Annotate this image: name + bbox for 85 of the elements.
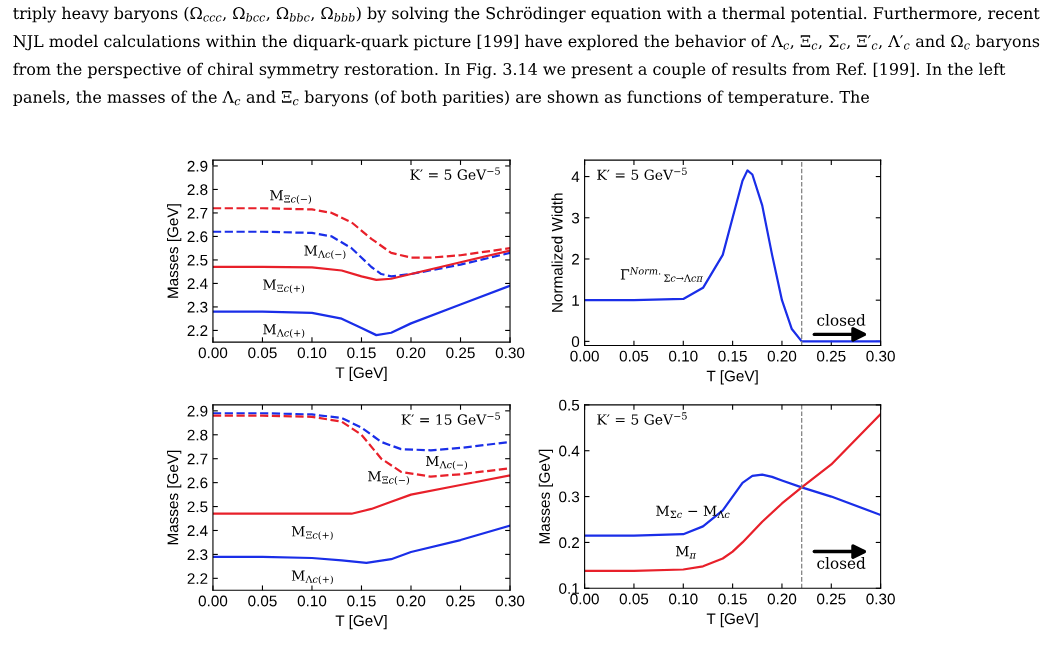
y-tick-label: 2.5	[187, 501, 208, 513]
x-axis-title: T [GeV]	[335, 614, 387, 630]
x-tick-label: 0.30	[495, 347, 525, 359]
y-tick-label: 2.7	[187, 453, 208, 465]
annotation: K′ = 5 GeV$^{−5}$	[597, 167, 687, 181]
y-tick-label: 4	[571, 171, 580, 183]
y-axis-title: Normalized Width	[551, 193, 563, 312]
y-tick-label: 0	[571, 336, 580, 348]
series-label: M$_{Λc(+)}$	[263, 324, 305, 338]
y-tick-label: 2.4	[187, 525, 208, 537]
y-tick-label: 2.8	[187, 184, 208, 196]
x-tick-label: 0.25	[446, 595, 475, 607]
y-tick-label: 2.7	[187, 207, 208, 219]
series-label: Γ$^{Norm.}$$_{Σc→Λcπ}$	[620, 267, 703, 282]
series-label: M$_{Λc(−)}$	[425, 455, 468, 470]
x-tick-label: 0.05	[619, 350, 649, 362]
line-series	[212, 230, 511, 278]
x-tick-label: 0.20	[767, 593, 797, 605]
x-tick-label: 0.20	[396, 347, 426, 359]
x-tick-label: 0.20	[396, 595, 426, 607]
series-label: M$_{Σc}$ − M$_{Λc}$	[656, 505, 730, 519]
x-tick-label: 0.15	[347, 347, 376, 359]
x-axis-title: T [GeV]	[706, 370, 758, 385]
x-tick-label: 0.10	[297, 595, 327, 607]
series-label: M$_{Ξc(+)}$	[263, 279, 305, 294]
x-tick-label: 0.15	[347, 595, 376, 607]
x-tick-label: 0.30	[495, 595, 525, 607]
x-tick-label: 0.00	[198, 595, 228, 607]
y-tick-label: 0.2	[559, 537, 579, 549]
text: triply heavy baryons (Ω$_{ccc}$, Ω$_{bcc}$, Ω$_{bbc}$, Ω$_{bbb}$) by solving the Schrödinger equation with a thermal potential. Furthermore, recent NJL model calculations within the diquark-quark picture [199] have explored the behavior of Λ$_{c}$, Ξ$_{c}$, Σ$_{c}$, Ξ′$_{c}$, Λ′$_{c}$ and Ω$_{c}$ baryons from the perspective of chiral symmetry restoration. In Fig. 3.14 we present a couple of results from Ref. [199]. In the left panels, the masses of the Λ$_{c}$ and Ξ$_{c}$ baryons (of both parities) are shown as functions of temperature. The	[13, 6, 1040, 107]
y-tick-label: 2.2	[187, 325, 208, 336]
x-tick-label: 0.20	[767, 350, 797, 362]
y-tick-label: 0.5	[559, 399, 580, 411]
line-series	[584, 473, 881, 537]
x-tick-label: 0.00	[570, 593, 599, 605]
x-tick-label: 0.05	[248, 595, 277, 607]
y-tick-label: 0.1	[559, 583, 580, 594]
y-tick-label: 1	[572, 295, 580, 306]
x-tick-label: 0.15	[718, 593, 747, 605]
x-tick-label: 0.05	[619, 593, 649, 605]
x-tick-label: 0.00	[198, 347, 228, 359]
x-tick-label: 0.25	[817, 350, 846, 362]
x-tick-label: 0.10	[669, 350, 698, 362]
annotation: closed	[817, 314, 866, 326]
annotation: K′ = 5 GeV$^{−5}$	[597, 412, 687, 425]
y-tick-label: 2.9	[187, 160, 208, 172]
y-tick-label: 0.3	[559, 491, 580, 503]
x-tick-label: 0.10	[669, 593, 698, 605]
line-series	[584, 169, 881, 343]
x-tick-label: 0.25	[817, 593, 846, 605]
series-label: M$_{Ξc(−)}$	[270, 190, 311, 204]
x-tick-label: 0.10	[297, 347, 327, 359]
x-tick-label: 0.00	[570, 350, 599, 362]
series-label: M$_{Λc(−)}$	[304, 245, 346, 260]
x-tick-label: 0.30	[866, 350, 895, 362]
annotation: K′ = 15 GeV$^{−5}$	[401, 412, 500, 425]
y-tick-label: 2	[572, 253, 579, 265]
x-axis-title: T [GeV]	[706, 612, 758, 628]
x-tick-label: 0.30	[866, 593, 895, 605]
y-axis-title: Masses [GeV]	[167, 450, 182, 545]
x-axis-title: T [GeV]	[335, 366, 387, 382]
x-tick-label: 0.25	[446, 347, 475, 359]
y-tick-label: 2.4	[187, 278, 208, 289]
y-tick-label: 2.6	[187, 231, 208, 243]
x-tick-label: 0.15	[718, 350, 747, 362]
y-tick-label: 2.3	[187, 549, 208, 561]
x-tick-label: 0.05	[248, 347, 277, 359]
annotation: K′ = 5 GeV$^{−5}$	[410, 167, 500, 180]
line-series	[212, 524, 511, 564]
y-tick-label: 2.3	[187, 301, 208, 313]
y-tick-label: 0.4	[559, 445, 580, 457]
series-label: M$_{π}$	[675, 546, 697, 559]
y-tick-label: 2.8	[187, 429, 208, 441]
y-axis-title: Masses [GeV]	[538, 449, 553, 544]
series-label: M$_{Ξc(−)}$	[368, 471, 409, 486]
y-tick-label: 2.9	[187, 405, 208, 417]
series-label: M$_{Ξc(+)}$	[291, 526, 333, 541]
y-tick-label: 2.2	[187, 573, 208, 584]
y-tick-label: 2.6	[187, 477, 208, 489]
line-series	[584, 412, 881, 572]
y-tick-label: 3	[571, 212, 580, 224]
y-axis-title: Masses [GeV]	[167, 204, 182, 298]
annotation: closed	[817, 557, 866, 569]
y-tick-label: 2.5	[187, 254, 208, 266]
series-label: M$_{Λc(+)}$	[291, 570, 333, 585]
